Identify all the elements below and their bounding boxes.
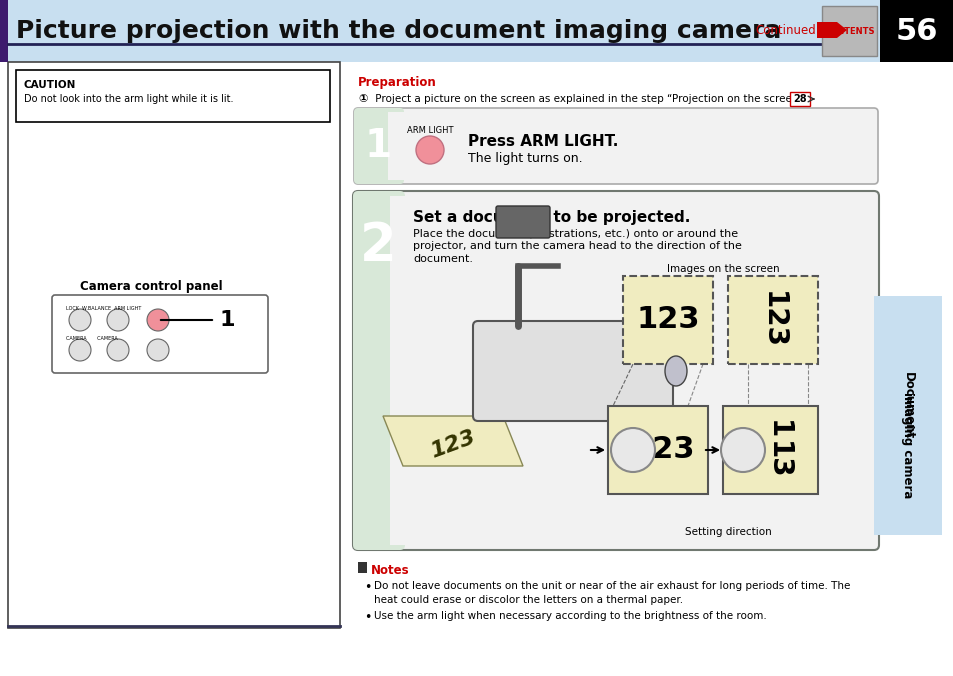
Text: Notes: Notes — [371, 564, 409, 577]
Bar — [722, 406, 817, 494]
Bar — [622, 276, 712, 364]
FancyBboxPatch shape — [473, 321, 672, 421]
Text: 1: 1 — [220, 310, 235, 330]
Circle shape — [69, 339, 91, 361]
Text: 123: 123 — [636, 306, 699, 335]
Bar — [0, 0, 8, 62]
Circle shape — [610, 428, 655, 472]
Text: •: • — [364, 581, 371, 594]
Text: 123: 123 — [427, 427, 477, 461]
Text: 13: 13 — [763, 441, 791, 479]
Text: Do not look into the arm light while it is lit.: Do not look into the arm light while it … — [24, 94, 233, 104]
Bar — [873, 296, 941, 535]
Text: CAUTION: CAUTION — [24, 80, 76, 90]
Circle shape — [720, 428, 764, 472]
Polygon shape — [382, 416, 522, 466]
FancyBboxPatch shape — [353, 191, 405, 550]
Text: 123: 123 — [759, 291, 786, 349]
Text: Preparation: Preparation — [357, 76, 436, 89]
Text: Project a picture on the screen as explained in the step “Projection on the scre: Project a picture on the screen as expla… — [372, 94, 805, 104]
Text: The light turns on.: The light turns on. — [468, 152, 582, 165]
Text: ①: ① — [357, 94, 367, 104]
Circle shape — [416, 136, 443, 164]
Polygon shape — [816, 22, 846, 38]
FancyBboxPatch shape — [353, 191, 878, 550]
Text: heat could erase or discolor the letters on a thermal paper.: heat could erase or discolor the letters… — [374, 595, 682, 605]
FancyBboxPatch shape — [821, 6, 876, 56]
Circle shape — [107, 309, 129, 331]
Circle shape — [69, 309, 91, 331]
Bar — [357, 562, 367, 573]
Text: 2: 2 — [359, 220, 395, 272]
Text: Document: Document — [901, 372, 914, 439]
Text: LOCK  W.BALANCE  ARM LIGHT: LOCK W.BALANCE ARM LIGHT — [66, 306, 141, 311]
Text: 1: 1 — [763, 420, 791, 439]
Bar — [879, 0, 953, 62]
Text: Picture projection with the document imaging camera: Picture projection with the document ima… — [16, 19, 781, 43]
Text: Do not leave documents on the unit or near of the air exhaust for long periods o: Do not leave documents on the unit or ne… — [374, 581, 849, 591]
Text: Images on the screen: Images on the screen — [666, 264, 779, 274]
Circle shape — [107, 339, 129, 361]
FancyBboxPatch shape — [354, 108, 877, 184]
Bar — [789, 92, 809, 106]
Circle shape — [147, 309, 169, 331]
Text: Press ARM LIGHT.: Press ARM LIGHT. — [468, 134, 618, 149]
Text: projector, and turn the camera head to the direction of the: projector, and turn the camera head to t… — [413, 241, 741, 251]
Text: Setting direction: Setting direction — [684, 527, 771, 537]
Bar — [16, 70, 330, 122]
Text: CONTENTS: CONTENTS — [823, 26, 874, 36]
Circle shape — [147, 339, 169, 361]
Text: imaging camera: imaging camera — [901, 392, 914, 499]
Text: ARM LIGHT: ARM LIGHT — [406, 126, 453, 135]
Text: Continued: Continued — [754, 24, 815, 37]
FancyBboxPatch shape — [354, 108, 403, 184]
Text: Camera control panel: Camera control panel — [80, 280, 222, 293]
Ellipse shape — [664, 356, 686, 386]
FancyBboxPatch shape — [52, 295, 268, 373]
Text: 28: 28 — [792, 94, 806, 104]
Text: Set a document to be projected.: Set a document to be projected. — [413, 210, 690, 225]
FancyBboxPatch shape — [496, 206, 550, 238]
Bar — [607, 406, 707, 494]
Text: 1: 1 — [364, 127, 391, 165]
Bar — [0, 0, 879, 62]
Text: 123: 123 — [631, 435, 694, 464]
Text: Place the document (illustrations, etc.) onto or around the: Place the document (illustrations, etc.)… — [413, 228, 738, 238]
Text: 56: 56 — [895, 16, 937, 45]
Bar — [727, 276, 817, 364]
Bar — [8, 62, 339, 628]
Text: Use the arm light when necessary according to the brightness of the room.: Use the arm light when necessary accordi… — [374, 611, 766, 621]
Text: document.: document. — [413, 254, 473, 264]
Bar — [388, 112, 403, 180]
Bar — [390, 196, 406, 545]
Text: •: • — [364, 611, 371, 624]
Text: CAMERA       CAMERA: CAMERA CAMERA — [66, 336, 117, 341]
